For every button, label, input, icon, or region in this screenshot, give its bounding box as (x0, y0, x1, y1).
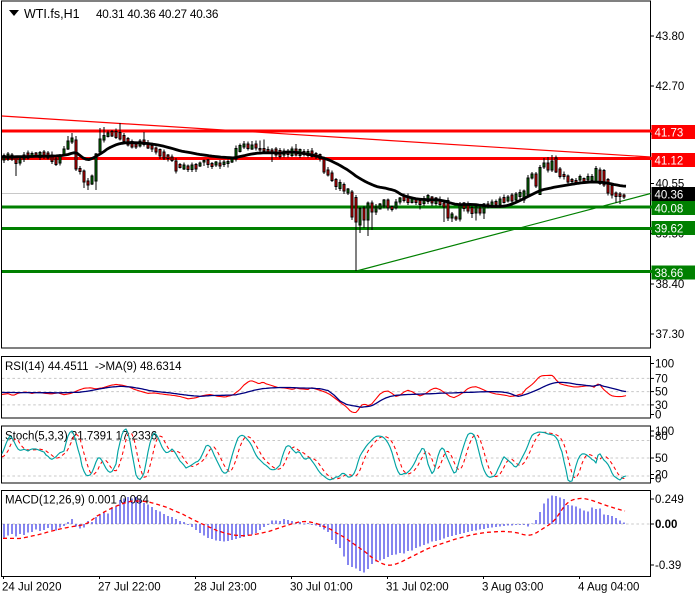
svg-text:24 Jul 2020: 24 Jul 2020 (2, 582, 61, 594)
svg-text:40.31 40.36 40.27 40.36: 40.31 40.36 40.27 40.36 (96, 7, 219, 21)
svg-text:50: 50 (655, 387, 668, 399)
svg-text:0: 0 (655, 474, 661, 486)
svg-text:40.08: 40.08 (655, 204, 684, 216)
svg-text:100: 100 (655, 426, 674, 438)
svg-text:40.36: 40.36 (655, 190, 684, 202)
svg-text:MACD(12,26,9) 0.001 0.084: MACD(12,26,9) 0.001 0.084 (5, 495, 149, 507)
svg-text:0.249: 0.249 (655, 494, 684, 506)
svg-text:50: 50 (655, 453, 668, 465)
svg-text:100: 100 (655, 359, 674, 371)
svg-text:41.73: 41.73 (655, 128, 684, 140)
svg-text:0.00: 0.00 (655, 519, 677, 531)
svg-text:4 Aug 04:00: 4 Aug 04:00 (578, 582, 639, 594)
svg-text:-0.39: -0.39 (655, 560, 681, 572)
svg-text:42.70: 42.70 (656, 81, 685, 93)
svg-text:20: 20 (655, 470, 668, 482)
svg-text:Stoch(5,3,3) 21.7391 17.2336: Stoch(5,3,3) 21.7391 17.2336 (5, 431, 157, 443)
svg-text:30: 30 (655, 400, 668, 412)
svg-text:0: 0 (655, 410, 661, 422)
svg-text:27 Jul 22:00: 27 Jul 22:00 (98, 582, 161, 594)
svg-text:70: 70 (655, 373, 668, 385)
svg-text:38.40: 38.40 (656, 279, 685, 291)
svg-text:WTI.fs,H1: WTI.fs,H1 (24, 7, 80, 21)
svg-text:80: 80 (655, 431, 668, 443)
svg-text:3 Aug 03:00: 3 Aug 03:00 (482, 582, 543, 594)
svg-text:RSI(14) 44.4511 ->MA(9) 48.63: RSI(14) 44.4511 ->MA(9) 48.6314 (5, 361, 182, 373)
svg-text:39.62: 39.62 (655, 224, 684, 236)
svg-text:43.80: 43.80 (656, 31, 685, 43)
svg-text:41.12: 41.12 (655, 156, 684, 168)
svg-text:28 Jul 23:00: 28 Jul 23:00 (194, 582, 257, 594)
svg-text:37.30: 37.30 (656, 329, 685, 341)
svg-text:31 Jul 02:00: 31 Jul 02:00 (386, 582, 449, 594)
svg-text:38.66: 38.66 (655, 268, 684, 280)
svg-text:30 Jul 01:00: 30 Jul 01:00 (290, 582, 353, 594)
